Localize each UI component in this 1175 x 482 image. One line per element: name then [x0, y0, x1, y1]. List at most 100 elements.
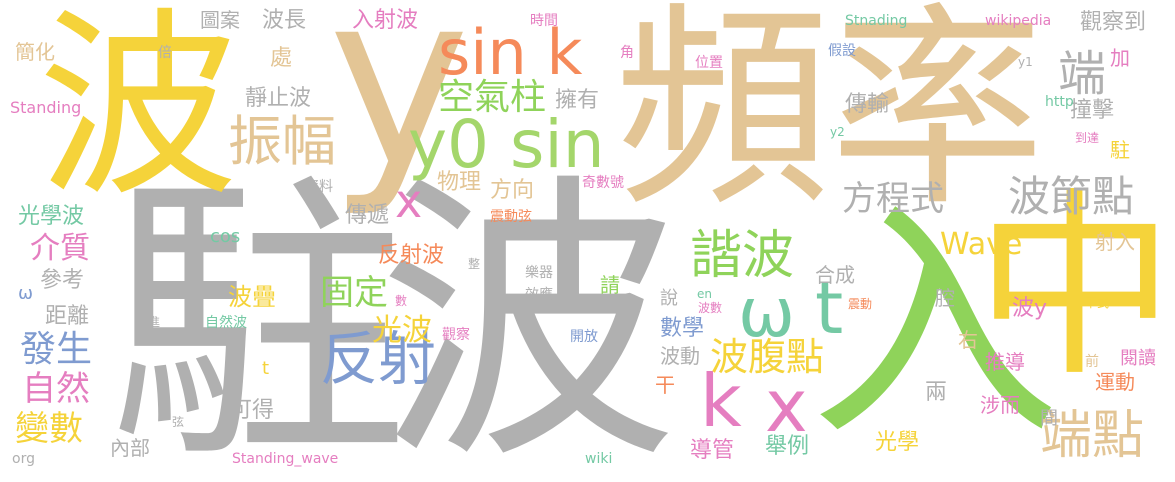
word-open: 開放	[570, 329, 598, 345]
word-please: 請	[600, 273, 620, 297]
word-pattern: 圖案	[200, 8, 240, 32]
word-internal: 內部	[110, 436, 150, 460]
word-number: 數	[395, 294, 408, 308]
word-simplify: 簡化	[15, 40, 55, 64]
word-standing-wave: 駐波	[108, 150, 678, 482]
word-collide: 撞擊	[1070, 98, 1115, 123]
word-superposition: 波疊	[228, 283, 276, 311]
word-wiki: wiki	[585, 451, 613, 467]
word-physics: 物理	[437, 170, 482, 195]
word-wavenumber: 波數	[698, 301, 723, 315]
word-omega-small: ω	[18, 283, 34, 304]
word-dry: 干	[655, 373, 675, 397]
word-derive: 推導	[985, 350, 1025, 374]
word-antinode: 波腹點	[710, 335, 825, 379]
word-math: 數學	[660, 316, 705, 341]
word-x-small: x	[395, 174, 423, 228]
word-integer: 整	[468, 257, 481, 271]
word-arrive: 到達	[1075, 131, 1100, 145]
word-time: 時間	[530, 13, 558, 29]
word-conduit: 導管	[690, 438, 735, 463]
word-wavelength: 波長	[262, 8, 307, 33]
word-between: 間	[1040, 408, 1058, 429]
word-direction: 方向	[490, 178, 535, 203]
word-omega: ω	[738, 274, 795, 353]
word-reflection: 反射	[320, 325, 437, 393]
word-x: x	[765, 364, 808, 448]
word-read: 閱讀	[1120, 348, 1156, 369]
word-standing-en: Standing	[10, 98, 82, 117]
word-wikipedia: wikipedia	[985, 13, 1052, 29]
word-y1: y1	[1018, 55, 1033, 69]
word-instrument: 樂器	[525, 265, 553, 281]
word-cos: cos	[210, 226, 241, 247]
word-below-formula: 下式	[1085, 296, 1110, 310]
word-variable: 變數	[15, 409, 83, 449]
word-odd-number: 奇數號	[582, 175, 624, 191]
word-org: org	[12, 451, 35, 467]
word-frequency: 頻率	[615, 0, 1045, 235]
word-wave-en: Wave	[940, 227, 1023, 262]
word-standing-still: 靜止波	[245, 86, 312, 111]
word-position: 位置	[695, 55, 723, 71]
word-angle: 角	[620, 45, 634, 61]
word-observe: 觀察到	[1080, 10, 1147, 35]
word-station: 駐	[1110, 138, 1130, 162]
word-occur: 發生	[20, 329, 93, 370]
word-wave: 波	[38, 0, 239, 224]
word-motion: 運動	[1095, 370, 1135, 394]
word-medium: 介質	[30, 231, 90, 266]
word-node: 波節點	[1008, 172, 1135, 221]
word-air-column: 空氣柱	[438, 77, 547, 118]
word-reference: 參考	[40, 268, 85, 293]
word-light-wave: 光波	[372, 313, 432, 348]
word-cavity: 腔	[935, 286, 955, 310]
word-standing-wave-en: Standing_wave	[232, 451, 339, 467]
word-right: 右	[958, 328, 978, 352]
word-assume: 假設	[828, 43, 856, 59]
word-en: en	[697, 287, 712, 301]
word-involve: 涉而	[980, 393, 1020, 417]
word-inject: 射入	[1095, 230, 1135, 254]
word-optical-wave: 光學波	[18, 204, 85, 229]
word-y2: y2	[830, 125, 845, 139]
word-vibration: 震動	[848, 297, 873, 311]
word-reflected-wave: 反射波	[378, 243, 445, 268]
word-natural: 自然	[22, 369, 90, 409]
word-synthesis: 合成	[815, 263, 855, 287]
word-obtainable: 可得	[230, 398, 275, 423]
word-y: y	[328, 0, 471, 220]
word-incident-wave: 入射波	[352, 8, 419, 33]
word-fixed: 固定	[320, 273, 388, 313]
word-t-small: t	[262, 358, 270, 379]
word-endpoint: 端點	[1040, 406, 1145, 466]
word-end: 端	[1058, 46, 1107, 102]
word-possess: 擁有	[555, 88, 600, 113]
word-distance: 距離	[45, 304, 90, 329]
word-vibrating-string: 震動弦	[490, 209, 532, 225]
word-sin-k: sin k	[438, 16, 583, 89]
word-two: 兩	[925, 380, 948, 405]
word-harmonic: 諧波	[690, 226, 795, 286]
word-place: 處	[270, 46, 293, 71]
word-http: http	[1045, 94, 1074, 110]
word-y0-sin: y0 sin	[408, 106, 605, 183]
word-stnading: Stnading	[845, 13, 908, 29]
word-wave-motion: 波動	[660, 344, 700, 368]
word-multiple: 倍	[158, 45, 172, 61]
word-transport: 傳輸	[845, 92, 890, 117]
word-advance: 進	[148, 315, 161, 329]
word-string: 弦	[172, 415, 185, 429]
word-add: 加	[1110, 46, 1130, 70]
word-data: 資料	[305, 179, 333, 195]
word-natural-wave: 自然波	[205, 315, 247, 331]
word-say: 說	[660, 288, 678, 309]
word-k: k	[700, 359, 742, 443]
word-transmit: 傳遞	[345, 203, 390, 228]
word-incident: 入	[810, 179, 1060, 470]
word-before: 前	[1085, 354, 1099, 370]
word-optics: 光學	[875, 430, 920, 455]
word-equation: 方程式	[842, 179, 944, 219]
word-t: t	[815, 266, 844, 350]
word-observation: 觀察	[442, 327, 470, 343]
